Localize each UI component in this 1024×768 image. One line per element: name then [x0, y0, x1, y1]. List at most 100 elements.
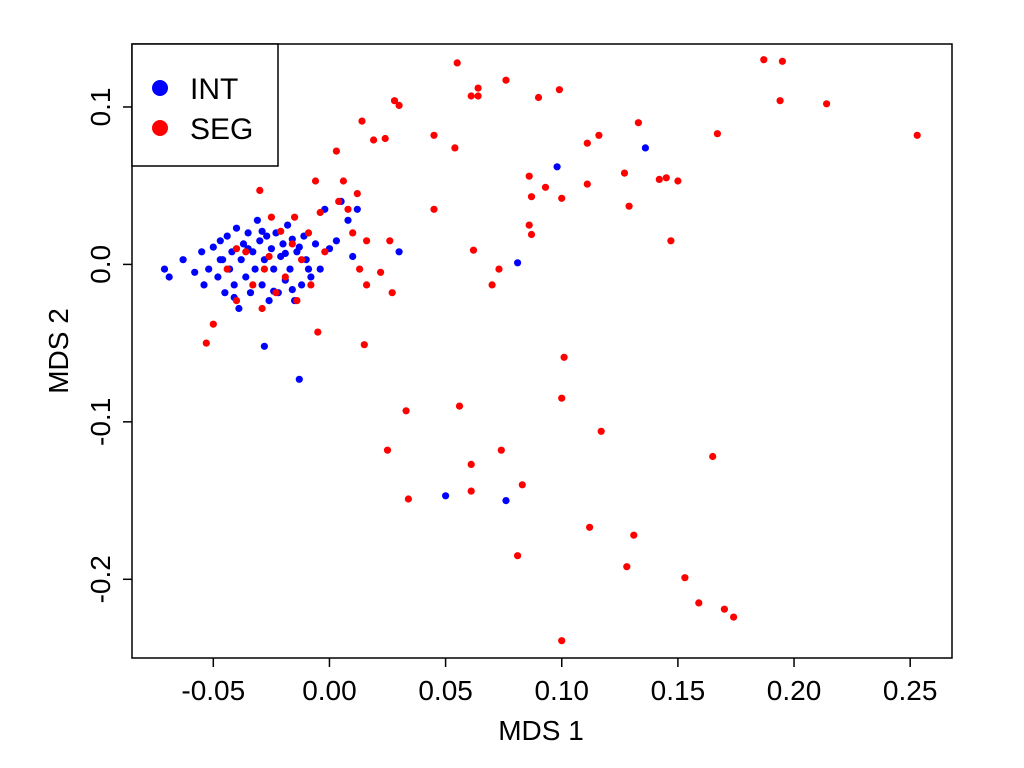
int-point	[209, 243, 217, 251]
seg-point	[272, 289, 280, 297]
seg-point	[558, 194, 566, 202]
seg-point	[595, 131, 603, 139]
int-point	[263, 232, 271, 240]
seg-point	[586, 523, 594, 531]
seg-point	[525, 221, 533, 229]
seg-point	[344, 205, 352, 213]
seg-point	[349, 229, 357, 237]
seg-point	[377, 268, 385, 276]
seg-point	[388, 289, 396, 297]
seg-point	[455, 402, 464, 410]
int-point	[191, 268, 199, 276]
seg-point	[314, 328, 322, 336]
seg-point	[321, 248, 329, 256]
int-point	[281, 249, 289, 257]
seg-point	[467, 487, 475, 495]
int-point	[442, 492, 450, 500]
int-point	[265, 297, 273, 305]
seg-point	[265, 252, 273, 261]
seg-point	[681, 574, 689, 582]
seg-point	[430, 131, 438, 139]
seg-point	[709, 452, 717, 461]
int-point	[246, 289, 255, 297]
legend: INT SEG	[131, 43, 279, 167]
int-point	[244, 229, 252, 237]
seg-point	[469, 246, 478, 254]
int-point	[242, 273, 250, 281]
int-point	[553, 163, 561, 171]
seg-point	[370, 136, 378, 144]
int-point	[223, 232, 231, 240]
int-point	[514, 259, 522, 267]
seg-point	[514, 552, 522, 560]
seg-point	[339, 177, 347, 185]
y-tick-label: 0.1	[85, 88, 116, 127]
x-axis-title: MDS 1	[498, 715, 584, 746]
int-point	[395, 248, 403, 256]
seg-point	[620, 169, 629, 177]
int-point	[198, 248, 206, 256]
legend-label-seg: SEG	[190, 113, 253, 146]
int-point	[258, 281, 266, 289]
seg-point	[527, 230, 536, 239]
int-point	[349, 252, 357, 261]
seg-point	[277, 227, 285, 235]
seg-point	[625, 202, 633, 210]
int-point	[205, 265, 213, 273]
seg-point	[474, 84, 482, 92]
seg-point	[776, 97, 784, 105]
int-point	[311, 240, 320, 248]
seg-point	[386, 237, 394, 245]
int-point	[295, 243, 303, 251]
seg-point	[667, 237, 675, 245]
int-point	[307, 273, 315, 281]
seg-point	[363, 237, 371, 245]
seg-point	[730, 613, 738, 621]
seg-point	[291, 213, 299, 221]
int-point	[232, 224, 241, 232]
int-point	[237, 256, 245, 264]
legend-marker-seg	[152, 120, 168, 136]
int-point	[214, 273, 222, 281]
seg-point	[402, 407, 410, 415]
seg-point	[720, 605, 729, 613]
seg-point	[363, 281, 371, 289]
seg-point	[518, 481, 526, 489]
seg-point	[202, 339, 210, 347]
seg-point	[395, 101, 403, 109]
seg-point	[695, 599, 703, 607]
seg-point	[381, 134, 389, 143]
int-point	[286, 265, 294, 273]
seg-point	[467, 92, 475, 100]
int-point	[502, 497, 510, 505]
seg-point	[474, 92, 482, 100]
seg-point	[256, 186, 264, 194]
points-layer	[160, 56, 921, 645]
seg-point	[242, 248, 250, 256]
seg-point	[823, 100, 831, 108]
x-tick-label: 0.00	[302, 675, 357, 706]
int-point	[239, 240, 248, 248]
seg-point	[495, 265, 503, 273]
seg-point	[913, 131, 921, 139]
y-axis-title: MDS 2	[43, 308, 74, 394]
seg-point	[497, 446, 505, 454]
seg-point	[232, 245, 241, 253]
legend-marker-int	[152, 80, 168, 96]
seg-point	[353, 190, 361, 198]
int-point	[179, 256, 187, 264]
int-point	[251, 265, 259, 273]
seg-point	[630, 531, 638, 539]
seg-point	[525, 172, 533, 180]
seg-point	[662, 174, 670, 182]
int-point	[216, 256, 224, 264]
int-point	[216, 237, 224, 245]
int-point	[279, 240, 287, 248]
seg-point	[267, 213, 275, 221]
seg-point	[674, 177, 682, 185]
seg-point	[583, 180, 591, 188]
seg-point	[304, 229, 313, 237]
x-tick-label: 0.05	[418, 675, 473, 706]
seg-point	[360, 341, 368, 349]
seg-point	[527, 193, 536, 201]
